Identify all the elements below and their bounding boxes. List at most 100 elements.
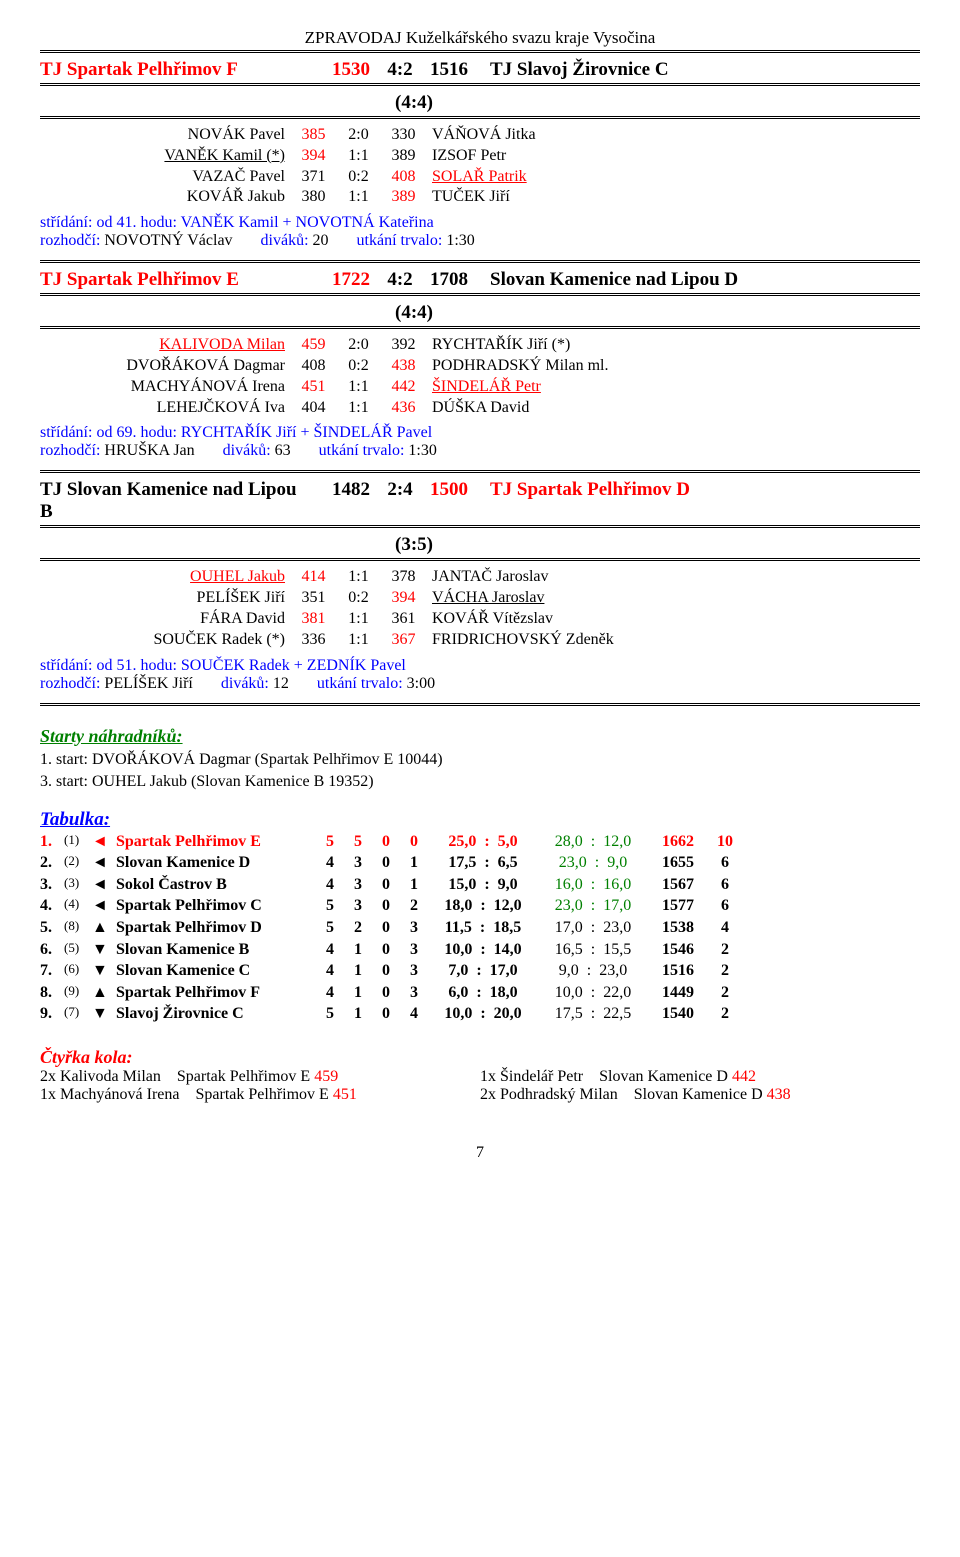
- st-avg: 1577: [648, 895, 708, 917]
- st-ratio2: 17,0 : 23,0: [538, 917, 648, 939]
- player-s2: 0:2: [336, 167, 381, 188]
- st-pos: 9.: [40, 1003, 64, 1025]
- match-divider: [40, 116, 920, 119]
- note-value: 20: [309, 232, 329, 249]
- st-team: Spartak Pelhřimov C: [116, 895, 316, 917]
- st-draws: 0: [372, 939, 400, 961]
- st-avg: 1540: [648, 1003, 708, 1025]
- player-s3: 378: [381, 567, 426, 588]
- note-value: NOVOTNÝ Václav: [100, 232, 232, 249]
- player-right: SOLAŘ Patrik: [426, 167, 920, 188]
- note-label: střídání: od 41. hodu: VANĚK Kamil + NOV…: [40, 214, 434, 231]
- st-games: 5: [316, 1003, 344, 1025]
- player-row: DVOŘÁKOVÁ Dagmar 408 0:2 438 PODHRADSKÝ …: [40, 356, 920, 377]
- player-s2: 1:1: [336, 630, 381, 651]
- st-ratio2: 17,5 : 22,5: [538, 1003, 648, 1025]
- player-row: MACHYÁNOVÁ Irena 451 1:1 442 ŠINDELÁŘ Pe…: [40, 377, 920, 398]
- st-arrow-icon: ▼: [92, 939, 116, 961]
- standings-row: 4. (4) ◄ Spartak Pelhřimov C 5 3 0 2 18,…: [40, 895, 920, 917]
- player-s3: 438: [381, 356, 426, 377]
- player-s1: 381: [291, 609, 336, 630]
- player-s1: 459: [291, 335, 336, 356]
- player-left: MACHYÁNOVÁ Irena: [40, 377, 291, 398]
- st-games: 4: [316, 852, 344, 874]
- note-label: střídání: od 51. hodu: SOUČEK Radek + ZE…: [40, 657, 406, 674]
- st-losses: 0: [400, 831, 428, 853]
- start-line: 3. start: OUHEL Jakub (Slovan Kamenice B…: [40, 773, 920, 791]
- st-ratio2: 23,0 : 9,0: [538, 852, 648, 874]
- standings-table: 1. (1) ◄ Spartak Pelhřimov E 5 5 0 0 25,…: [40, 831, 920, 1025]
- team-right: TJ Slavoj Žirovnice C: [490, 59, 920, 81]
- ctyrka-left: 1x Machyánová Irena Spartak Pelhřimov E …: [40, 1086, 480, 1104]
- player-row: NOVÁK Pavel 385 2:0 330 VÁŇOVÁ Jitka: [40, 125, 920, 146]
- ctyrka-right: 1x Šindelář Petr Slovan Kamenice D 442: [480, 1068, 920, 1086]
- standings-row: 2. (2) ◄ Slovan Kamenice D 4 3 0 1 17,5 …: [40, 852, 920, 874]
- st-pos: 1.: [40, 831, 64, 853]
- st-wins: 3: [344, 874, 372, 896]
- st-arrow-icon: ◄: [92, 852, 116, 874]
- player-s1: 380: [291, 187, 336, 208]
- player-s2: 0:2: [336, 588, 381, 609]
- st-pts: 2: [708, 960, 742, 982]
- page-header: ZPRAVODAJ Kuželkářského svazu kraje Vyso…: [40, 28, 920, 48]
- note-value: 3:00: [403, 675, 435, 692]
- team-left: TJ Slovan Kamenice nad Lipou B: [40, 479, 310, 523]
- sub-score: (4:4): [395, 302, 920, 324]
- st-arrow-icon: ▼: [92, 1003, 116, 1025]
- st-pts: 10: [708, 831, 742, 853]
- st-ratio2: 10,0 : 22,0: [538, 982, 648, 1004]
- player-s3: 392: [381, 335, 426, 356]
- standings-row: 6. (5) ▼ Slovan Kamenice B 4 1 0 3 10,0 …: [40, 939, 920, 961]
- note-label: střídání: od 69. hodu: RYCHTAŘÍK Jiří + …: [40, 424, 432, 441]
- st-prev: (3): [64, 874, 92, 896]
- note-label: diváků:: [223, 442, 271, 459]
- team-right: Slovan Kamenice nad Lipou D: [490, 269, 920, 291]
- player-s1: 414: [291, 567, 336, 588]
- player-left: VAZAČ Pavel: [40, 167, 291, 188]
- st-draws: 0: [372, 960, 400, 982]
- player-s2: 2:0: [336, 335, 381, 356]
- st-ratio: 10,0 : 14,0: [428, 939, 538, 961]
- st-prev: (6): [64, 960, 92, 982]
- note-label: rozhodčí:: [40, 675, 100, 692]
- match-notes: střídání: od 51. hodu: SOUČEK Radek + ZE…: [40, 657, 920, 693]
- st-arrow-icon: ▲: [92, 982, 116, 1004]
- st-avg: 1538: [648, 917, 708, 939]
- player-row: KOVÁŘ Jakub 380 1:1 389 TUČEK Jiří: [40, 187, 920, 208]
- player-s2: 1:1: [336, 146, 381, 167]
- score-right: 1516: [430, 59, 490, 81]
- st-pos: 2.: [40, 852, 64, 874]
- standings-row: 5. (8) ▲ Spartak Pelhřimov D 5 2 0 3 11,…: [40, 917, 920, 939]
- st-wins: 3: [344, 895, 372, 917]
- st-pos: 6.: [40, 939, 64, 961]
- st-arrow-icon: ◄: [92, 831, 116, 853]
- matches-container: TJ Spartak Pelhřimov F 1530 4:2 1516 TJ …: [40, 59, 920, 706]
- player-left: LEHEJČKOVÁ Iva: [40, 398, 291, 419]
- player-s2: 2:0: [336, 125, 381, 146]
- player-s1: 385: [291, 125, 336, 146]
- player-right: PODHRADSKÝ Milan ml.: [426, 356, 920, 377]
- match-header: TJ Spartak Pelhřimov F 1530 4:2 1516 TJ …: [40, 59, 920, 81]
- player-right: VÁŇOVÁ Jitka: [426, 125, 920, 146]
- st-prev: (1): [64, 831, 92, 853]
- ctyrka-list: 2x Kalivoda Milan Spartak Pelhřimov E 45…: [40, 1068, 920, 1104]
- player-s2: 1:1: [336, 609, 381, 630]
- st-arrow-icon: ◄: [92, 874, 116, 896]
- note-label: rozhodčí:: [40, 442, 100, 459]
- player-left: NOVÁK Pavel: [40, 125, 291, 146]
- st-losses: 3: [400, 982, 428, 1004]
- st-ratio: 18,0 : 12,0: [428, 895, 538, 917]
- st-team: Spartak Pelhřimov E: [116, 831, 316, 853]
- st-draws: 0: [372, 1003, 400, 1025]
- st-wins: 5: [344, 831, 372, 853]
- st-ratio2: 28,0 : 12,0: [538, 831, 648, 853]
- st-pos: 7.: [40, 960, 64, 982]
- note-label: utkání trvalo:: [319, 442, 405, 459]
- st-draws: 0: [372, 831, 400, 853]
- st-draws: 0: [372, 917, 400, 939]
- player-s3: 436: [381, 398, 426, 419]
- st-team: Spartak Pelhřimov D: [116, 917, 316, 939]
- st-draws: 0: [372, 895, 400, 917]
- player-row: PELÍŠEK Jiří 351 0:2 394 VÁCHA Jaroslav: [40, 588, 920, 609]
- st-arrow-icon: ◄: [92, 895, 116, 917]
